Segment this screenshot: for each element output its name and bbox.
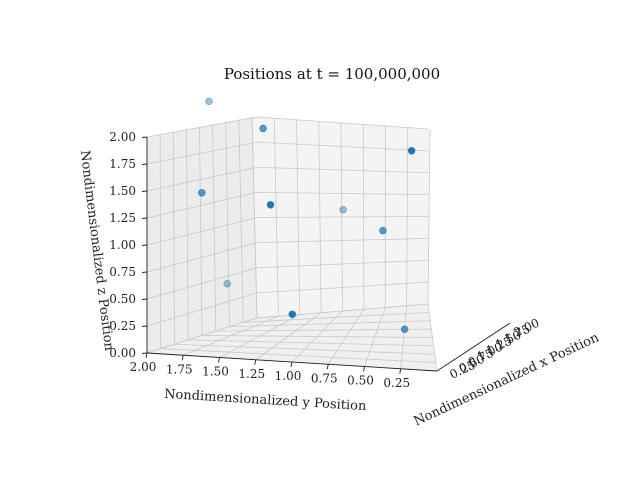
data-point	[407, 147, 416, 155]
z-tick-mark	[141, 298, 148, 300]
left-pane-gridline	[225, 121, 230, 327]
z-tick-label: 0.50	[109, 292, 136, 306]
y-tick-mark	[399, 368, 402, 374]
y-tick-label: 1.00	[275, 369, 302, 383]
z-gridline	[146, 116, 429, 138]
y-tick-label: 0.25	[383, 376, 410, 390]
back-pane-gridline	[362, 124, 365, 310]
left-pane-gridline	[159, 134, 162, 349]
z-tick-mark	[141, 271, 148, 273]
back-pane-gridline	[251, 116, 258, 319]
y-tick-mark	[218, 357, 220, 363]
chart-title: Positions at t = 100,000,000	[224, 65, 440, 83]
back-pane-gridline	[318, 121, 322, 313]
floor-gridline	[256, 303, 429, 319]
y-axis-label: Nondimensionalized y Position	[164, 387, 368, 414]
data-point	[205, 97, 213, 106]
y-tick-mark	[145, 352, 148, 359]
y-tick-mark	[363, 366, 365, 372]
y-tick-mark	[326, 364, 329, 370]
z-gridline	[146, 259, 429, 300]
back-pane-gridline	[406, 127, 409, 306]
data-point	[288, 310, 296, 318]
floor-gridline	[201, 335, 433, 338]
back-pane-gridline	[296, 119, 301, 315]
z-tick-label: 1.25	[109, 211, 136, 225]
y-tick-label: 0.75	[311, 371, 338, 385]
z-tick-mark	[141, 244, 148, 246]
data-point	[259, 124, 267, 133]
left-pane-gridline	[212, 124, 217, 332]
z-gridline	[146, 216, 429, 246]
z-tick-mark	[141, 190, 148, 192]
back-pane-gridline	[427, 128, 431, 305]
y-tick-label: 1.75	[166, 362, 193, 376]
z-tick-label: 2.00	[109, 130, 136, 144]
z-tick-mark	[141, 217, 148, 219]
data-points	[198, 97, 416, 333]
floor-gridline	[215, 328, 432, 332]
floor-gridline	[174, 343, 435, 355]
z-tick-mark	[141, 325, 148, 327]
left-pane-gridline	[185, 129, 189, 340]
z-gridline	[146, 141, 429, 165]
floor-pane	[147, 304, 437, 371]
z-tick-mark	[141, 136, 148, 138]
z-tick-label: 0.25	[109, 319, 136, 333]
data-point	[266, 201, 275, 209]
y-tick-label: 2.00	[130, 360, 157, 374]
y-tick-mark	[254, 359, 257, 365]
y-tick-label: 1.25	[238, 367, 265, 381]
y-tick-mark	[290, 361, 293, 368]
data-point	[223, 280, 231, 288]
z-tick-label: 1.50	[109, 184, 136, 198]
x-axis-line	[436, 322, 511, 372]
z-tick-label: 1.75	[109, 157, 136, 171]
data-point	[400, 325, 409, 333]
z-tick-label: 0.00	[109, 346, 136, 360]
floor-gridline	[229, 320, 431, 328]
z-gridline	[146, 191, 429, 219]
data-point	[198, 189, 206, 197]
left-pane-gridline	[172, 131, 175, 345]
z-gridline	[146, 166, 429, 192]
floor-gridline	[243, 311, 430, 323]
z-tick-label: 1.00	[109, 238, 136, 252]
z-gridline	[146, 237, 429, 273]
z-tick-mark	[141, 352, 148, 354]
y-tick-label: 0.50	[347, 374, 374, 388]
z-tick-mark	[141, 163, 148, 165]
z-tick-label: 0.75	[109, 265, 136, 279]
back-pane-gridline	[340, 122, 343, 312]
floor-gridline	[188, 339, 434, 347]
left-pane-gridline	[238, 119, 244, 323]
data-point	[339, 206, 347, 214]
back-pane-gridline	[273, 118, 279, 317]
data-point	[379, 226, 387, 235]
y-tick-mark	[181, 355, 184, 361]
floor-gridline	[160, 348, 436, 364]
z-gridline	[146, 281, 429, 327]
y-tick-label: 1.50	[202, 365, 229, 379]
left-pane-gridline	[199, 126, 203, 336]
